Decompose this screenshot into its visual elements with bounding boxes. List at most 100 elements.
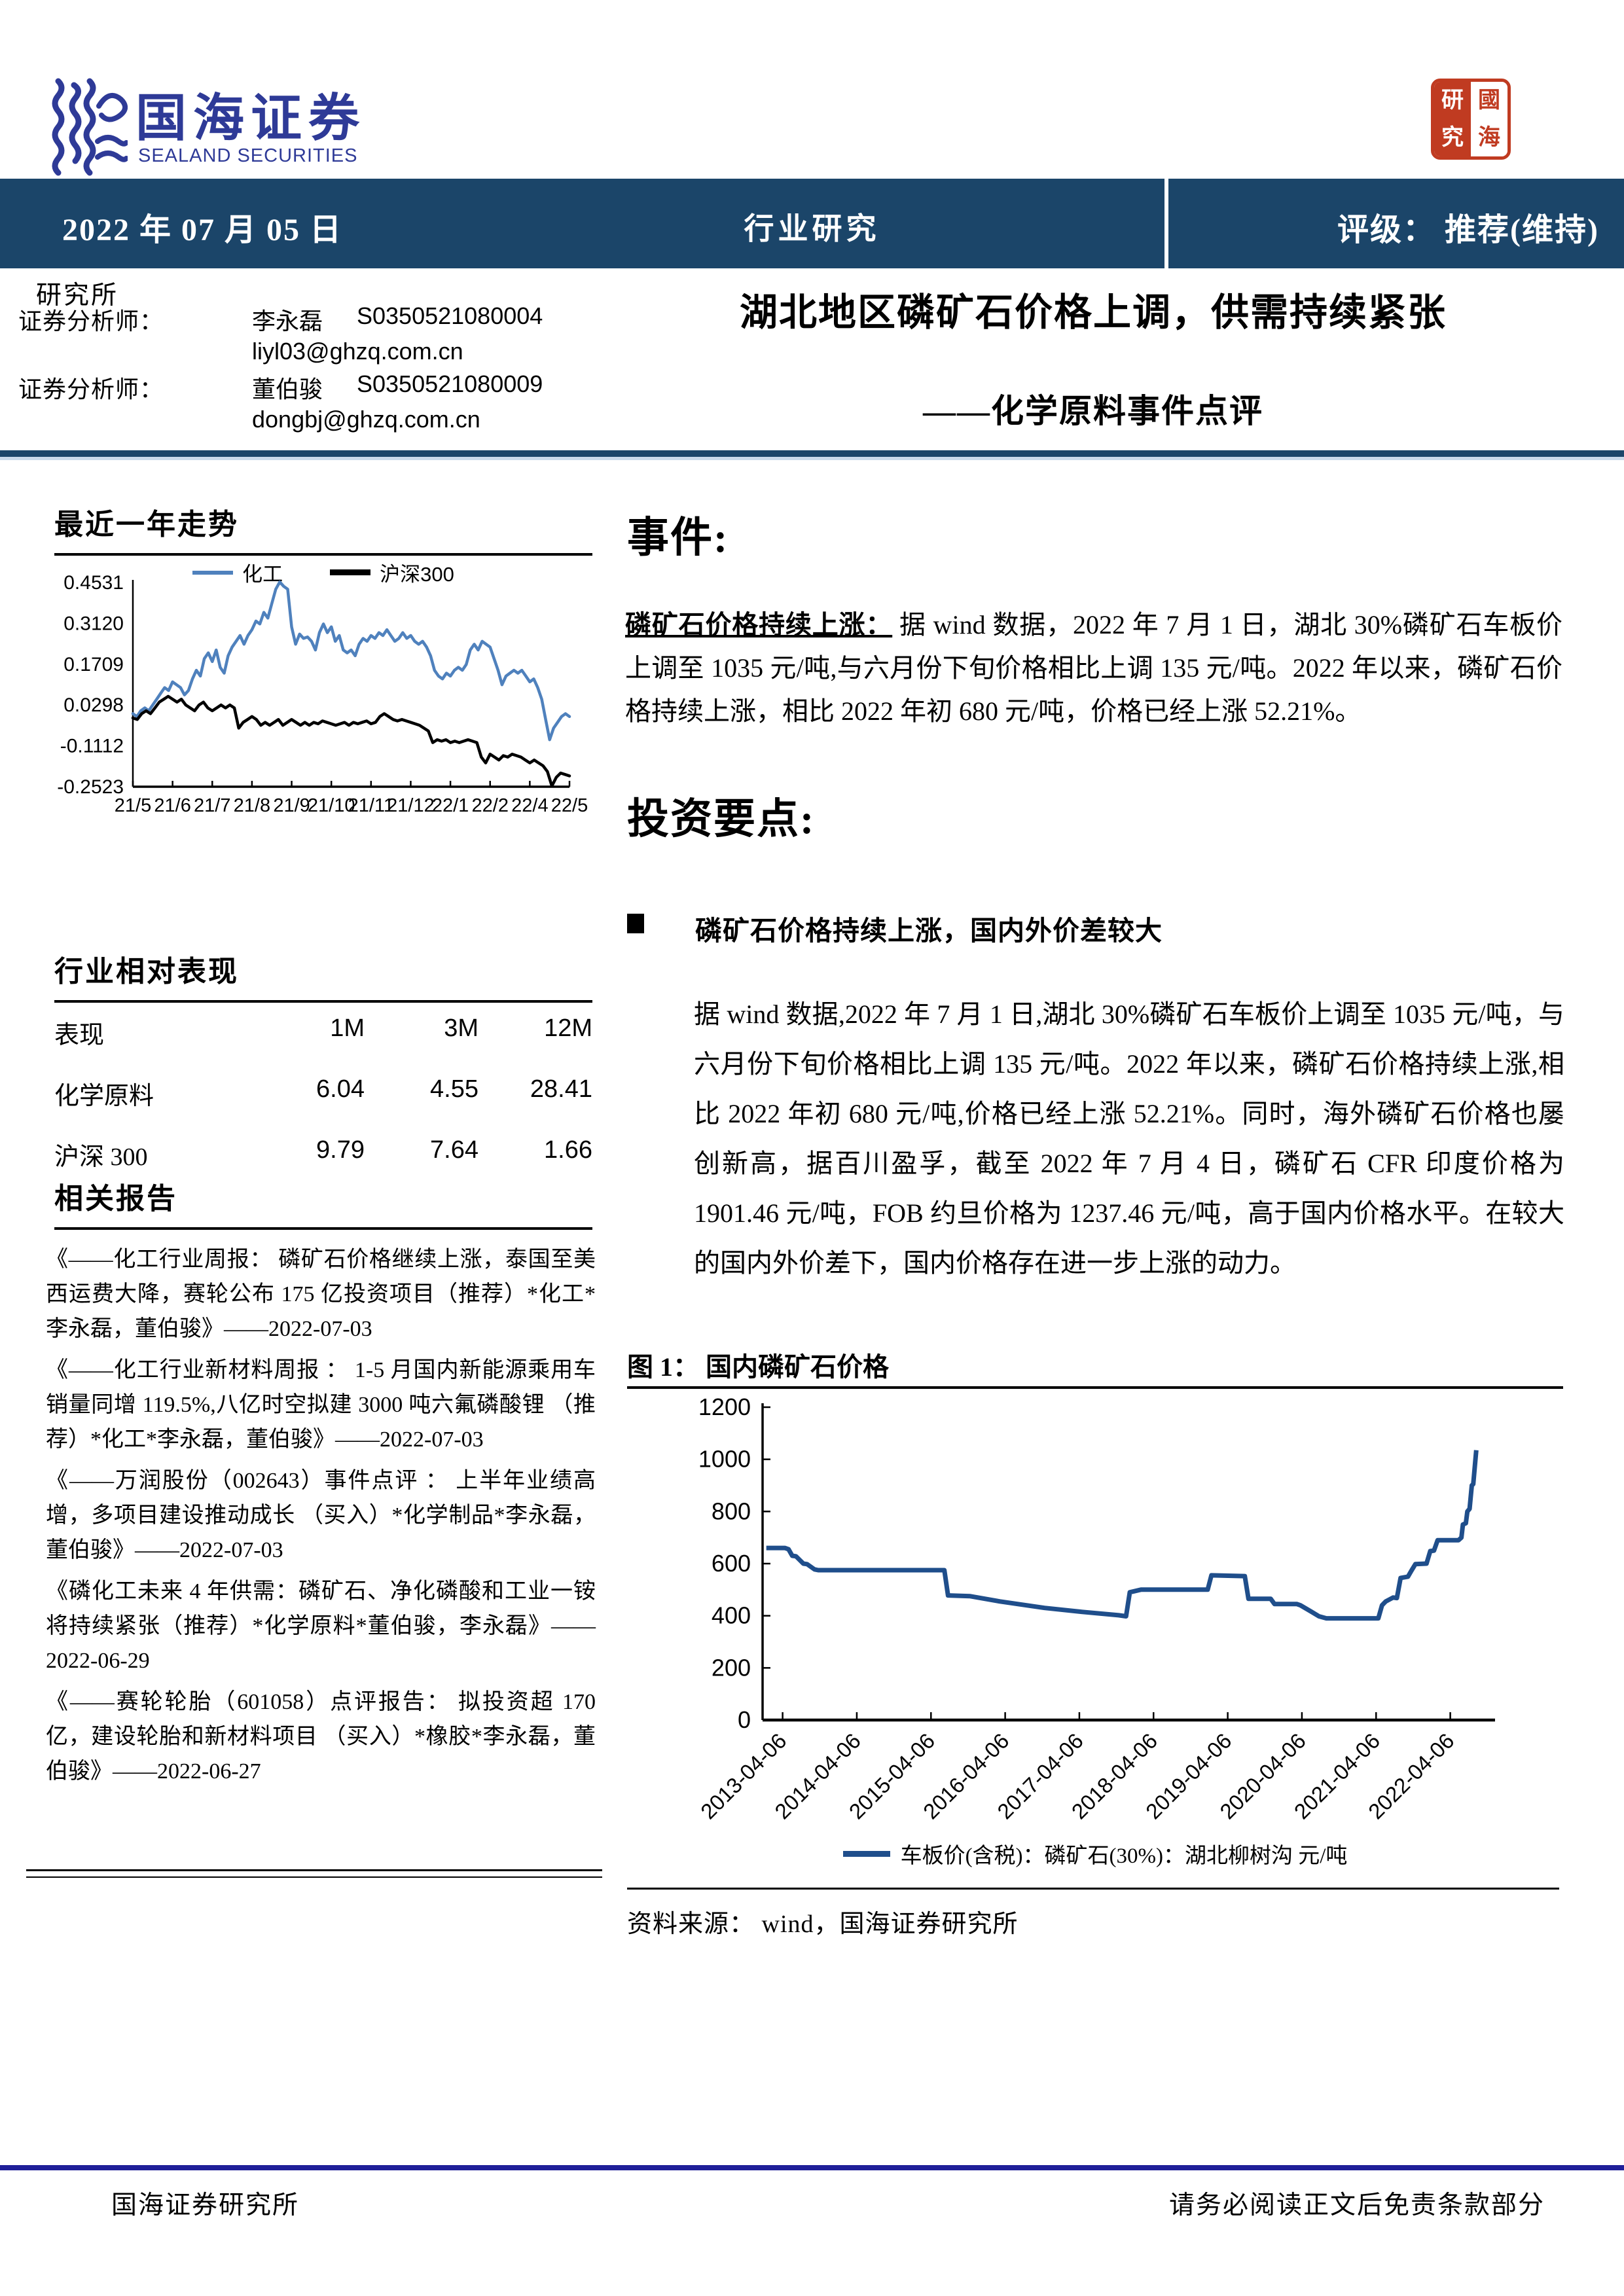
table-row-label: 沪深 300 (54, 1143, 148, 1171)
price-chart-legend: 车板价(含税)：磷矿石(30%)：湖北柳树沟 元/吨 (627, 1838, 1563, 1869)
legend-line-swatch (330, 569, 371, 575)
analyst-name: 董伯骏 (252, 376, 323, 403)
data-source: 资料来源： wind，国海证券研究所 (627, 1910, 1019, 1938)
legend-item: 沪深300 (330, 558, 454, 587)
svg-text:22/1: 22/1 (432, 795, 469, 816)
header-bar-divider (1164, 179, 1168, 268)
performance-table: 表现 1M 3M 12M 化学原料 6.04 4.55 28.41 沪深 300… (54, 1014, 592, 1172)
figure-top-rule (627, 1386, 1563, 1389)
analyst-role: 证券分析师： (18, 308, 164, 334)
footer-right-text: 请务必阅读正文后免责条款部分 (1168, 2191, 1545, 2219)
report-item: 《——化工行业新材料周报 ： 1-5 月国内新能源乘用车销量同增 119.5%,… (46, 1358, 596, 1452)
report-item: 《——赛轮轮胎（601058）点评报告： 拟投资超 170 亿，建设轮胎和新材料… (46, 1690, 596, 1784)
svg-text:800: 800 (712, 1498, 751, 1524)
section-divider-light (0, 457, 1624, 460)
svg-text:22/2: 22/2 (472, 795, 509, 816)
trend-line-chart: 0.45310.31200.17090.0298-0.1112-0.252321… (57, 575, 588, 816)
stamp-char: 國 (1471, 82, 1507, 119)
event-paragraph: 磷矿石价格持续上涨： 据 wind 数据，2022 年 7 月 1 日，湖北 3… (625, 603, 1562, 733)
svg-text:-0.1112: -0.1112 (60, 736, 124, 757)
table-cell: 28.41 (530, 1075, 592, 1103)
svg-text:600: 600 (712, 1550, 751, 1577)
figure-title: 国内磷矿石价格 (706, 1352, 889, 1382)
table-cell: 4.55 (430, 1075, 478, 1103)
svg-text:21/12: 21/12 (387, 795, 435, 816)
table-cell: 7.64 (430, 1136, 478, 1164)
company-logo: 国海证券 SEALAND SECURITIES (49, 72, 416, 183)
body-paragraph: 据 wind 数据,2022 年 7 月 1 日,湖北 30%磷矿石车板价上调至… (694, 999, 1564, 1278)
svg-text:1000: 1000 (698, 1446, 751, 1473)
svg-text:21/7: 21/7 (194, 795, 230, 816)
stamp-char: 海 (1471, 119, 1507, 156)
event-body: 据 wind 数据，2022 年 7 月 1 日，湖北 30%磷矿石车板价上调至… (625, 610, 1563, 726)
svg-text:21/6: 21/6 (154, 795, 190, 816)
bullet-point: 磷矿石价格持续上涨，国内外价差较大 (627, 908, 1563, 948)
bullet-text: 磷矿石价格持续上涨，国内外价差较大 (695, 916, 1163, 946)
research-office-label: 研究所 (36, 281, 119, 310)
footer-left-text: 国海证券研究所 (111, 2191, 300, 2219)
report-item: 《磷化工未来 4 年供需：磷矿石、净化磷酸和工业一铵将持续紧张（推荐）*化学原料… (46, 1579, 596, 1674)
footer-rule (0, 2165, 1624, 2170)
report-item: 《——万润股份（002643）事件点评 ： 上半年业绩高增，多项目建设推动成长 … (46, 1469, 596, 1563)
svg-text:21/9: 21/9 (273, 795, 310, 816)
svg-text:0: 0 (738, 1706, 751, 1733)
svg-text:200: 200 (712, 1654, 751, 1681)
trend-chart-legend: 化工 沪深300 (54, 558, 592, 587)
report-category: 行业研究 (744, 212, 880, 245)
brand-name: 国海证券 (135, 90, 367, 147)
table-row-label: 化学原料 (54, 1083, 154, 1110)
svg-text:22/4: 22/4 (511, 795, 548, 816)
legend-item: 化工 (192, 558, 283, 587)
legend-line-swatch (842, 1850, 890, 1857)
research-seal-stamp-icon: 研 國 究 海 (1431, 79, 1511, 160)
report-date: 2022 年 07 月 05 日 (62, 213, 343, 247)
price-line-chart: 0200400600800100012002013-04-062014-04-0… (696, 1394, 1495, 1823)
page-subtitle: ——化学原料事件点评 (923, 393, 1263, 429)
table-header: 1M (330, 1014, 365, 1042)
svg-text:21/11: 21/11 (348, 795, 394, 816)
bullet-square-icon (627, 914, 644, 933)
svg-text:0.0298: 0.0298 (63, 694, 124, 716)
table-cell: 9.79 (316, 1136, 365, 1164)
analyst-email: dongbj@ghzq.com.cn (252, 406, 480, 433)
rating-badge: 评级： 推荐(维持) (1337, 213, 1599, 247)
table-header: 表现 (54, 1022, 105, 1049)
svg-text:0.4531: 0.4531 (63, 575, 124, 594)
trend-chart-heading: 最近一年走势 (54, 501, 592, 556)
sidebar-bottom-rule (26, 1869, 602, 1878)
header-bar: 2022 年 07 月 05 日 行业研究 评级： 推荐(维持) (0, 179, 1624, 268)
key-points-heading: 投资要点: (627, 796, 816, 842)
event-heading: 事件: (627, 514, 729, 561)
svg-text:400: 400 (712, 1602, 751, 1629)
legend-line-swatch (192, 570, 234, 575)
figure-bottom-rule (627, 1888, 1559, 1890)
section-divider (0, 450, 1624, 457)
legend-label: 沪深300 (380, 563, 454, 586)
svg-text:0.3120: 0.3120 (63, 613, 124, 634)
stamp-char: 研 (1434, 82, 1471, 119)
analyst-email: liyl03@ghzq.com.cn (252, 338, 463, 365)
svg-text:1200: 1200 (698, 1394, 751, 1420)
page-title: 湖北地区磷矿石价格上调，供需持续紧张 (739, 291, 1447, 334)
stamp-char: 究 (1434, 119, 1471, 156)
svg-text:-0.2523: -0.2523 (57, 776, 124, 798)
table-header: 12M (544, 1014, 592, 1042)
legend-label: 车板价(含税)：磷矿石(30%)：湖北柳树沟 元/吨 (900, 1844, 1348, 1868)
related-reports-heading: 相关报告 (54, 1175, 592, 1230)
brand-name-en: SEALAND SECURITIES (138, 145, 358, 166)
svg-text:22/5: 22/5 (551, 795, 588, 816)
analyst-cert: S0350521080004 (357, 302, 543, 329)
legend-label: 化工 (242, 563, 283, 586)
svg-text:21/10: 21/10 (308, 795, 355, 816)
report-item: 《——化工行业周报： 磷矿石价格继续上涨，泰国至美西运费大降，赛轮公布 175 … (46, 1247, 596, 1342)
analyst-cert: S0350521080009 (357, 370, 543, 397)
performance-heading: 行业相对表现 (54, 948, 592, 1003)
svg-text:21/5: 21/5 (115, 795, 151, 816)
figure-caption: 图 1： 国内磷矿石价格 (627, 1346, 889, 1384)
figure-label: 图 1： (627, 1352, 699, 1382)
related-reports-list: 《——化工行业周报： 磷矿石价格继续上涨，泰国至美西运费大降，赛轮公布 175 … (46, 1242, 596, 1795)
event-lead: 磷矿石价格持续上涨： (625, 610, 893, 639)
analyst-name: 李永磊 (252, 308, 323, 334)
analyst-role: 证券分析师： (18, 376, 164, 403)
svg-text:21/8: 21/8 (234, 795, 270, 816)
